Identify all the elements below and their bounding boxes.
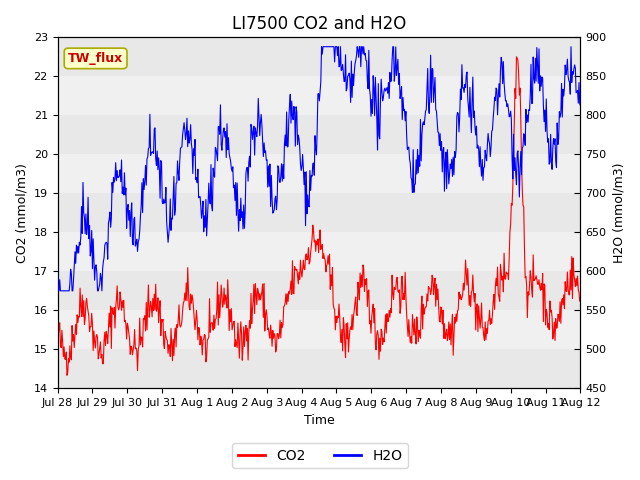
- Bar: [58, 76, 580, 115]
- Bar: [58, 193, 580, 232]
- Legend: CO2, H2O: CO2, H2O: [232, 443, 408, 468]
- Bar: [58, 311, 580, 349]
- Bar: [58, 115, 580, 155]
- Bar: [58, 232, 580, 271]
- Y-axis label: H2O (mmol/m3): H2O (mmol/m3): [612, 163, 625, 263]
- Title: LI7500 CO2 and H2O: LI7500 CO2 and H2O: [232, 15, 406, 33]
- Bar: [58, 349, 580, 388]
- Y-axis label: CO2 (mmol/m3): CO2 (mmol/m3): [15, 163, 28, 263]
- Bar: [58, 271, 580, 311]
- Text: TW_flux: TW_flux: [68, 52, 124, 65]
- Bar: [58, 37, 580, 76]
- Bar: [58, 155, 580, 193]
- X-axis label: Time: Time: [303, 414, 334, 427]
